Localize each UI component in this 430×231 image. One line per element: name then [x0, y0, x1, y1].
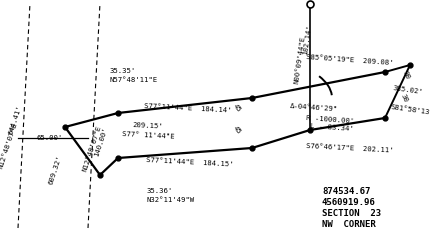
Text: 30: 30 [399, 93, 408, 103]
Text: S77° 11'44"E: S77° 11'44"E [121, 131, 174, 139]
Text: 45: 45 [231, 103, 242, 113]
Text: N00°09'44"E: N00°09'44"E [293, 36, 306, 84]
Text: S76°46'17"E  202.11': S76°46'17"E 202.11' [305, 143, 393, 153]
Text: 35.35': 35.35' [110, 68, 136, 74]
Text: S77°11'44"E  184.15': S77°11'44"E 184.15' [146, 157, 233, 167]
Text: N32°11'49"W: N32°11'49"W [147, 197, 195, 203]
Text: N57°48'11"E: N57°48'11"E [110, 77, 158, 83]
Text: 644.41': 644.41' [7, 104, 22, 136]
Text: 209.15': 209.15' [132, 122, 163, 130]
Text: 140.00': 140.00' [93, 127, 108, 158]
Text: 45: 45 [231, 125, 242, 135]
Text: R -1000.00': R -1000.00' [305, 115, 353, 125]
Text: 102.14': 102.14' [301, 24, 311, 56]
Text: N12°48'07"E: N12°48'07"E [82, 124, 102, 172]
Text: S85°05'19"E  209.08': S85°05'19"E 209.08' [305, 54, 393, 66]
Text: N12°48'07"E: N12°48'07"E [0, 121, 18, 169]
Text: 4560919.96: 4560919.96 [321, 198, 375, 207]
Text: 65.00': 65.00' [37, 135, 63, 141]
Text: L - 83.34': L - 83.34' [309, 124, 353, 133]
Text: S81°58'13"E: S81°58'13"E [389, 104, 430, 116]
Text: 385.02': 385.02' [391, 85, 422, 95]
Text: 874534.67: 874534.67 [321, 187, 369, 196]
Text: Δ-04°46'29": Δ-04°46'29" [289, 103, 338, 113]
Text: 609.32': 609.32' [47, 155, 62, 185]
Text: 35.36': 35.36' [147, 188, 173, 194]
Text: SECTION  23: SECTION 23 [321, 209, 380, 218]
Text: S77°11'44"E  184.14': S77°11'44"E 184.14' [144, 103, 231, 113]
Text: 30: 30 [400, 70, 410, 80]
Text: NW  CORNER: NW CORNER [321, 220, 375, 229]
